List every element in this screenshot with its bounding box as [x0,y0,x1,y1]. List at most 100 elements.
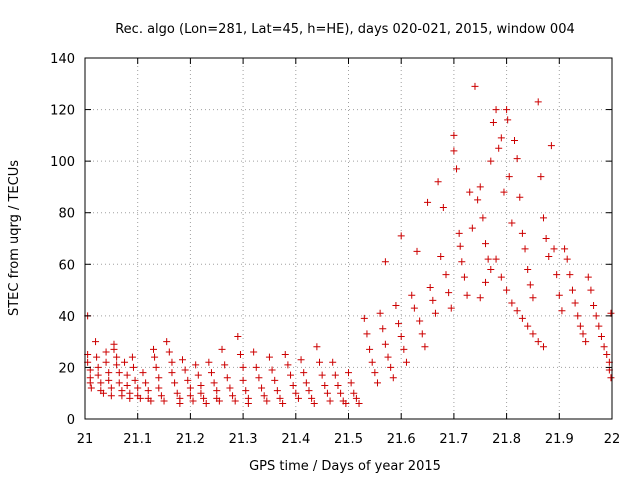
x-axis-label: GPS time / Days of year 2015 [249,459,441,474]
data-point [508,299,516,307]
data-point [492,106,500,114]
data-point [302,379,310,387]
data-point [460,273,468,281]
data-point [590,302,598,310]
data-point [513,155,521,163]
data-point [250,348,258,356]
data-point [537,173,545,181]
data-point [529,330,537,338]
data-point [97,379,105,387]
data-point [326,397,334,405]
data-point [476,183,484,191]
x-tick-label: 21.1 [123,432,152,447]
data-point [416,317,424,325]
data-point [373,379,381,387]
data-point [447,304,455,312]
data-point [94,363,102,371]
data-point [539,214,547,222]
data-point [408,291,416,299]
data-point [482,240,490,248]
data-point [184,376,192,384]
data-point [221,361,229,369]
data-point [134,384,142,392]
data-point [87,384,95,392]
data-point [429,296,437,304]
data-point [279,400,287,408]
data-point [518,229,526,237]
data-point [297,356,305,364]
data-point [505,173,513,181]
data-point [181,366,189,374]
data-point [410,304,418,312]
data-point [121,358,129,366]
data-point [142,379,150,387]
data-point [186,392,194,400]
data-point [466,188,474,196]
y-tick-label: 0 [67,413,75,428]
data-point [450,147,458,155]
data-point [347,379,355,387]
data-point [129,363,137,371]
data-point [397,332,405,340]
data-point [316,358,324,366]
data-point [93,353,101,361]
data-point [113,353,121,361]
data-point [603,351,611,359]
data-point [555,291,563,299]
data-point [437,253,445,261]
data-point [268,366,276,374]
data-point [218,345,226,353]
data-point [176,400,184,408]
data-point [539,343,547,351]
data-point [265,353,273,361]
data-point [192,361,200,369]
data-point [600,343,608,351]
y-tick-label: 100 [50,155,75,170]
data-point [542,235,550,242]
data-point [584,273,592,281]
data-point [402,358,410,366]
chart-title: Rec. algo (Lon=281, Lat=45, h=HE), days … [115,22,575,37]
data-point [534,98,542,106]
data-point [273,387,281,395]
y-tick-label: 40 [58,310,75,325]
data-point [597,332,605,340]
data-point [113,361,121,369]
data-point [231,397,239,405]
data-point [566,271,574,279]
x-tick-label: 21.3 [229,432,258,447]
data-point [607,374,615,382]
data-point [468,224,476,232]
data-point [252,363,260,371]
data-point [492,255,500,263]
data-point [561,245,569,253]
data-point [545,253,553,261]
data-point [389,374,397,382]
data-point [139,369,147,377]
data-point [576,322,584,330]
points-layer [84,82,615,408]
data-point [99,389,107,397]
data-point [504,116,512,124]
data-point [197,389,205,397]
x-tick-label: 21.8 [492,432,521,447]
data-point [310,400,318,408]
grid-layer [85,58,612,419]
data-point [323,389,331,397]
data-point [503,286,511,294]
x-tick-label: 21.4 [281,432,310,447]
data-point [550,245,558,253]
data-point [352,394,360,402]
data-point [442,271,450,279]
data-point [489,118,497,126]
data-point [392,302,400,310]
data-point [487,157,495,165]
data-point [521,245,529,253]
data-point [424,198,432,206]
data-point [147,397,155,405]
data-point [202,400,210,408]
data-point [497,134,505,142]
data-point [239,376,247,384]
data-point [289,381,297,389]
data-point [136,394,144,402]
